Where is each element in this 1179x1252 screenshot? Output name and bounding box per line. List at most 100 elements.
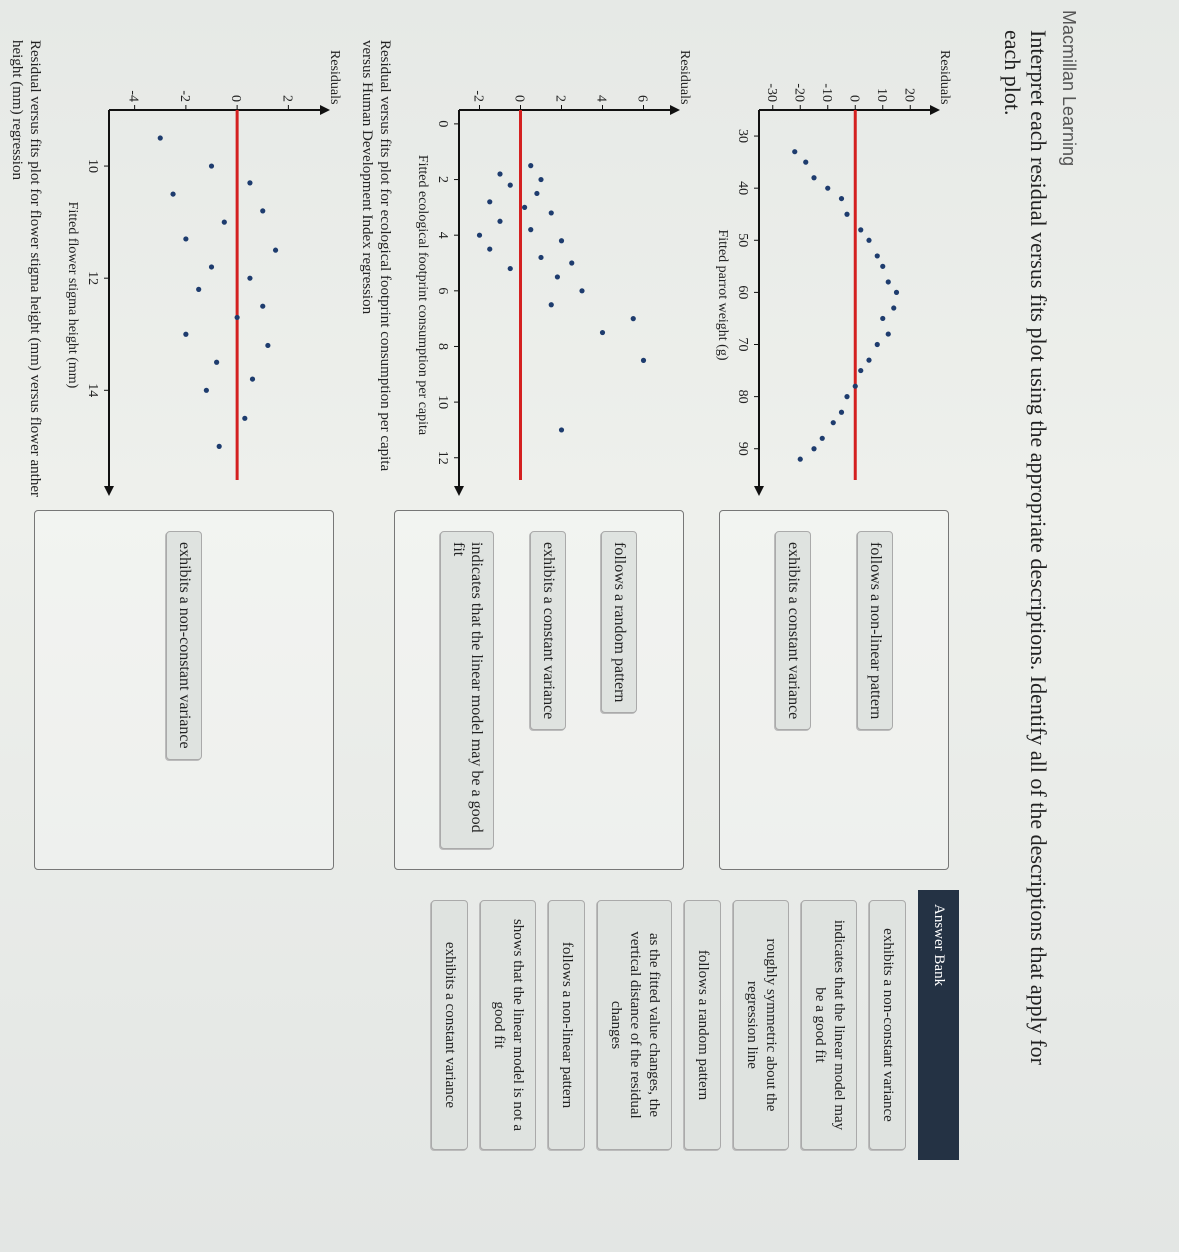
residual-point bbox=[214, 359, 220, 365]
x-tick-label: 40 bbox=[735, 181, 750, 195]
drop-target[interactable]: follows a random pattern exhibits a const… bbox=[394, 510, 684, 870]
y-axis-label: Residuals bbox=[937, 50, 952, 104]
residual-point bbox=[599, 329, 606, 336]
residual-point bbox=[640, 357, 647, 363]
y-tick-label: 0 bbox=[228, 95, 243, 102]
y-tick-label: 6 bbox=[635, 95, 650, 102]
residual-point bbox=[260, 303, 266, 309]
plot: Residuals 2 0 -2 -4 10 12 14 Fitted flower stigm… bbox=[8, 40, 349, 500]
residual-point bbox=[558, 238, 565, 244]
residual-point bbox=[811, 175, 817, 181]
residual-point bbox=[866, 357, 872, 363]
y-arrow bbox=[670, 105, 680, 115]
x-tick-label: 14 bbox=[85, 383, 100, 397]
residual-point bbox=[157, 135, 163, 141]
residual-point bbox=[874, 341, 880, 348]
residual-point bbox=[844, 211, 850, 217]
answer-chip[interactable]: exhibits a constant variance bbox=[431, 900, 468, 1150]
residual-point bbox=[579, 288, 585, 294]
x-tick-label: 70 bbox=[735, 338, 750, 352]
residual-point bbox=[528, 227, 534, 233]
residual-point bbox=[487, 199, 493, 205]
x-tick-label: 6 bbox=[435, 287, 450, 294]
x-axis-label: Fitted ecological footprint consumption … bbox=[415, 155, 430, 436]
answer-chip[interactable]: follows a random pattern bbox=[601, 531, 638, 714]
x-tick-label: 80 bbox=[735, 390, 750, 404]
residual-point bbox=[538, 254, 544, 261]
y-tick-label: 20 bbox=[901, 88, 916, 102]
y-axis-label: Residuals bbox=[677, 50, 692, 104]
residual-point bbox=[208, 163, 215, 169]
plot-caption: Residual versus fits plot for flower sti… bbox=[9, 40, 43, 497]
x-tick-label: 0 bbox=[435, 120, 450, 127]
y-tick-label: 0 bbox=[846, 95, 861, 102]
residual-point bbox=[880, 315, 886, 322]
x-tick-label: 50 bbox=[735, 233, 750, 247]
x-tick-label: 90 bbox=[735, 442, 750, 456]
residual-point bbox=[825, 185, 831, 191]
residual-point bbox=[548, 302, 554, 308]
answer-chip[interactable]: indicates that the linear model may be a… bbox=[801, 900, 857, 1150]
residual-point bbox=[234, 314, 240, 321]
residual-point bbox=[249, 376, 256, 382]
answer-chip[interactable]: roughly symmetric about the regression l… bbox=[733, 900, 789, 1150]
residual-point bbox=[221, 219, 227, 225]
answer-bank-items: exhibits a non-constant variance indicate… bbox=[419, 890, 918, 1160]
answer-chip[interactable]: shows that the linear model is not a goo… bbox=[480, 900, 536, 1150]
residual-point bbox=[272, 247, 279, 253]
residual-point bbox=[811, 446, 817, 452]
answer-chip[interactable]: follows a random pattern bbox=[684, 900, 721, 1150]
residual-point bbox=[852, 383, 858, 389]
residual-point bbox=[792, 149, 798, 155]
answer-chip[interactable]: exhibits a constant variance bbox=[775, 531, 812, 731]
drop-target[interactable]: exhibits a non-constant variance bbox=[34, 510, 334, 870]
answer-chip[interactable]: exhibits a non-constant variance bbox=[166, 531, 202, 760]
residual-point bbox=[538, 176, 544, 183]
x-arrow bbox=[104, 486, 114, 496]
residual-point bbox=[528, 163, 534, 169]
x-tick-label: 10 bbox=[85, 159, 100, 173]
drop-target[interactable]: follows a non-linear pattern exhibits a c… bbox=[719, 510, 949, 870]
residual-point bbox=[196, 286, 202, 292]
answer-chip[interactable]: follows a non-linear pattern bbox=[856, 531, 893, 731]
y-tick-label: 2 bbox=[553, 95, 568, 102]
residual-point bbox=[866, 237, 872, 243]
x-tick-label: 12 bbox=[85, 271, 100, 285]
x-tick-label: 30 bbox=[735, 129, 750, 143]
residual-point bbox=[534, 190, 540, 197]
y-tick-label: 10 bbox=[874, 88, 889, 102]
answer-chip[interactable]: indicates that the linear model may be a… bbox=[440, 531, 495, 849]
x-axis-label: Fitted flower stigma height (mm) bbox=[65, 202, 80, 389]
residual-point bbox=[893, 289, 900, 295]
brand: Macmillan Learning bbox=[1059, 10, 1079, 167]
residual-point bbox=[265, 342, 271, 349]
y-arrow bbox=[930, 105, 940, 115]
plot-svg: Residuals 20 10 0 -10 -20 -30 30 40 50 60 70 80 90 Fit… bbox=[715, 50, 952, 496]
y-tick-label: 4 bbox=[594, 95, 609, 102]
residual-point bbox=[838, 409, 845, 415]
residual-point bbox=[885, 279, 891, 285]
answer-chip[interactable]: exhibits a non-constant variance bbox=[869, 900, 906, 1150]
answer-chip[interactable]: follows a non-linear pattern bbox=[548, 900, 585, 1150]
residual-point bbox=[558, 427, 565, 433]
residual-point bbox=[247, 180, 253, 186]
residual-point bbox=[554, 274, 560, 280]
residual-point bbox=[242, 415, 248, 421]
x-tick-label: 10 bbox=[435, 395, 450, 409]
answer-chip[interactable]: exhibits a constant variance bbox=[530, 531, 566, 731]
plot: Residuals 6 4 2 0 -2 0 2 4 6 8 10 12 Fitted ecologica… bbox=[358, 40, 699, 500]
residual-point bbox=[885, 331, 891, 337]
y-tick-label: -10 bbox=[819, 83, 834, 102]
residual-point bbox=[247, 275, 253, 281]
residual-point bbox=[569, 260, 575, 266]
residual-point bbox=[844, 394, 850, 400]
residual-point bbox=[880, 263, 886, 269]
residual-point bbox=[216, 443, 222, 449]
residual-point bbox=[874, 253, 880, 259]
answer-chip[interactable]: as the fitted value changes, the vertica… bbox=[597, 900, 672, 1150]
y-tick-label: 2 bbox=[279, 95, 294, 102]
residual-point bbox=[170, 191, 176, 197]
